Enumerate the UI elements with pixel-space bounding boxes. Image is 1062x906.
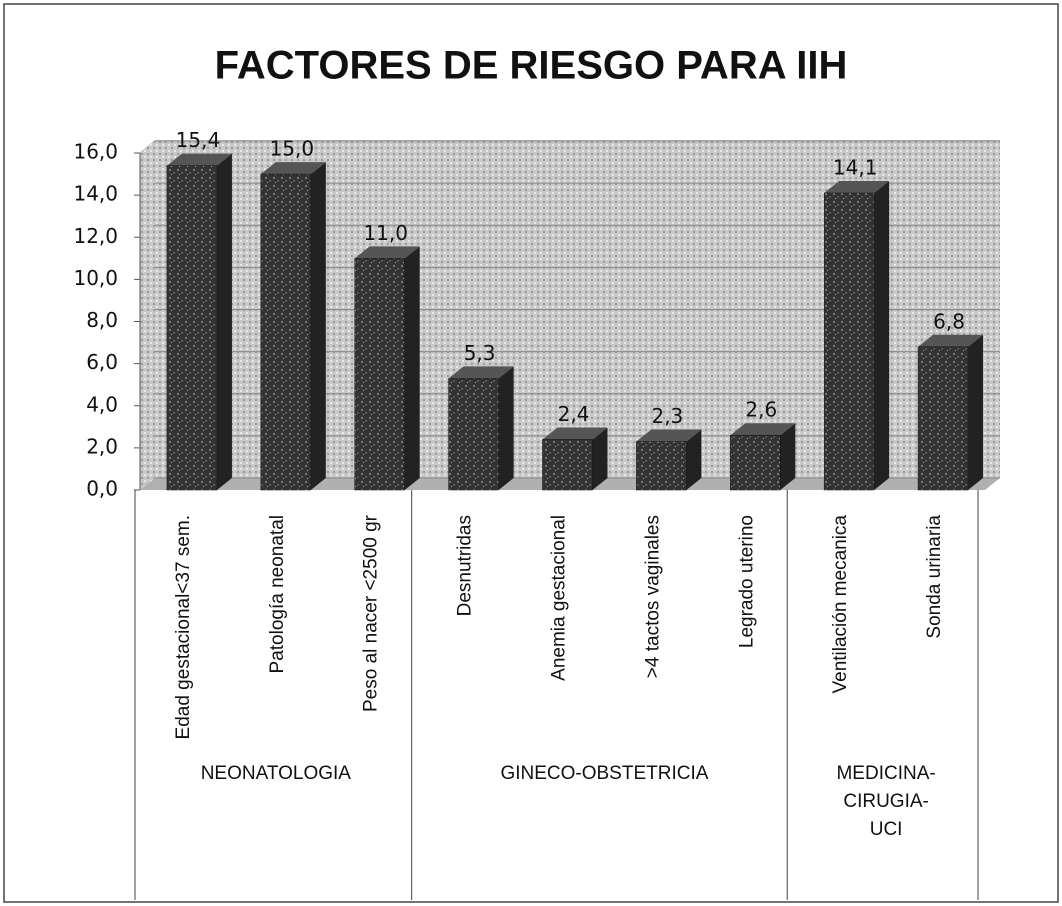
x-tick-label: Peso al nacer <2500 gr	[361, 514, 382, 712]
y-tick-label: 12,0	[73, 224, 118, 248]
bar-side	[592, 427, 608, 490]
bar	[542, 439, 593, 491]
chart-title: FACTORES DE RIESGO PARA IIH	[215, 44, 848, 88]
value-label: 2,3	[651, 404, 683, 428]
y-tick-label: 2,0	[86, 434, 118, 458]
x-tick-label: Ventilación mecanica	[830, 515, 851, 694]
x-tick-label: Sonda urinaria	[924, 515, 945, 639]
bar-side	[216, 153, 232, 490]
group-label: GINECO-OBSTETRICIA	[500, 763, 709, 784]
y-tick-label: 4,0	[86, 392, 118, 416]
y-tick-label: 0,0	[86, 477, 118, 501]
bar-top	[260, 162, 326, 175]
value-label: 15,0	[270, 137, 315, 161]
bar	[823, 192, 875, 491]
bar-top	[166, 153, 232, 166]
value-label: 2,6	[745, 398, 777, 422]
group-label: MEDICINA-CIRUGIA-UCI	[836, 763, 936, 840]
value-label: 2,4	[558, 402, 590, 426]
group-label: NEONATOLOGIA	[200, 763, 351, 784]
value-label: 15,4	[176, 128, 221, 152]
value-label: 14,1	[833, 156, 878, 180]
bar	[260, 173, 312, 491]
bar-top	[636, 429, 702, 442]
y-tick-label: 8,0	[86, 308, 118, 332]
bar-side	[968, 334, 984, 490]
x-tick-label: Edad gestacional<37 sem.	[173, 515, 194, 739]
group-label-box: NEONATOLOGIA	[200, 763, 351, 784]
bar-top	[542, 427, 608, 440]
x-tick-label: Anemia gestacional	[549, 515, 570, 681]
bar	[730, 434, 781, 491]
bar-side	[310, 162, 326, 490]
bar-top	[824, 181, 890, 194]
x-tick-label: Desnutridas	[455, 515, 476, 616]
bar-side	[404, 246, 420, 490]
bar	[354, 258, 405, 491]
bar-top	[448, 366, 514, 379]
x-tick-label: Legrado uterino	[736, 515, 757, 648]
group-label-box: MEDICINA-CIRUGIA-UCI	[836, 763, 936, 840]
x-tick-label: Patología neonatal	[267, 515, 288, 673]
bar	[448, 378, 499, 491]
value-label: 6,8	[933, 309, 965, 333]
bar-top	[918, 334, 984, 347]
y-tick-label: 10,0	[73, 266, 118, 290]
y-tick-label: 16,0	[73, 140, 118, 164]
bar	[917, 346, 969, 491]
bar-top	[354, 246, 420, 259]
bar	[636, 441, 687, 491]
value-label: 11,0	[363, 221, 408, 245]
bar-side	[498, 366, 514, 490]
bar-side	[874, 181, 890, 491]
bar-side	[780, 423, 796, 490]
bar-side	[686, 429, 702, 490]
bar-top	[730, 423, 796, 436]
bar	[166, 165, 218, 491]
y-tick-label: 14,0	[73, 182, 118, 206]
y-tick-label: 6,0	[86, 350, 118, 374]
chart-border	[3, 3, 1059, 903]
group-label-box: GINECO-OBSTETRICIA	[500, 763, 709, 784]
x-tick-label: >4 tactos vaginales	[642, 515, 663, 678]
value-label: 5,3	[464, 341, 496, 365]
